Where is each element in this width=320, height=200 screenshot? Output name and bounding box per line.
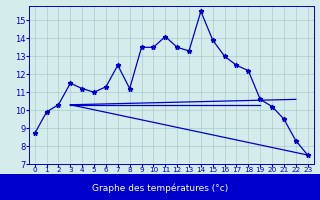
Text: Graphe des températures (°c): Graphe des températures (°c) bbox=[92, 184, 228, 193]
